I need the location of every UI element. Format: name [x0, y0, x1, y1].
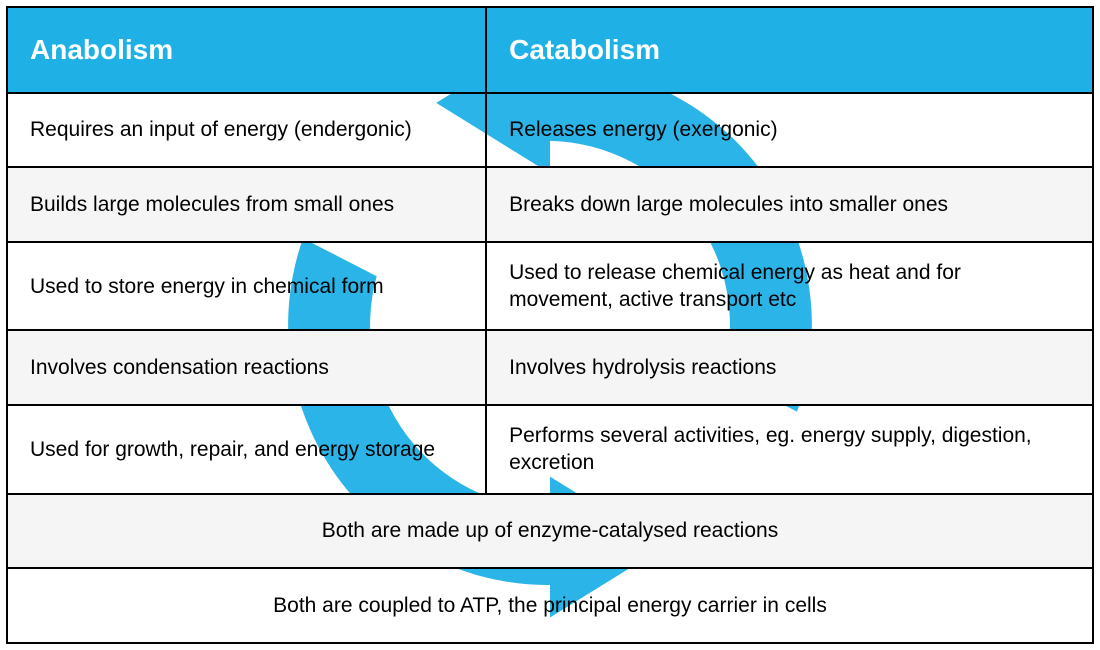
- table-row: Requires an input of energy (endergonic)…: [8, 94, 1092, 169]
- cell-text: Breaks down large molecules into smaller…: [509, 191, 948, 218]
- table-row: Used for growth, repair, and energy stor…: [8, 406, 1092, 495]
- cell-text: Releases energy (exergonic): [509, 116, 777, 143]
- cell-text: Both are coupled to ATP, the principal e…: [273, 592, 827, 619]
- cell-text: Requires an input of energy (endergonic): [30, 116, 412, 143]
- cell-anabolism: Builds large molecules from small ones: [8, 168, 487, 241]
- cell-text: Involves hydrolysis reactions: [509, 354, 776, 381]
- header-anabolism: Anabolism: [8, 8, 487, 92]
- cell-text: Performs several activities, eg. energy …: [509, 422, 1070, 477]
- cell-text: Builds large molecules from small ones: [30, 191, 394, 218]
- table-header-row: Anabolism Catabolism: [8, 8, 1092, 94]
- cell-text: Used to store energy in chemical form: [30, 273, 384, 300]
- table-row-merged: Both are made up of enzyme-catalysed rea…: [8, 495, 1092, 570]
- cell-text: Involves condensation reactions: [30, 354, 329, 381]
- table-row-merged: Both are coupled to ATP, the principal e…: [8, 569, 1092, 642]
- cell-anabolism: Requires an input of energy (endergonic): [8, 94, 487, 167]
- table-row: Involves condensation reactions Involves…: [8, 331, 1092, 406]
- cell-catabolism: Used to release chemical energy as heat …: [487, 243, 1092, 330]
- cell-text: Used to release chemical energy as heat …: [509, 259, 1070, 314]
- cell-catabolism: Releases energy (exergonic): [487, 94, 1092, 167]
- cell-catabolism: Breaks down large molecules into smaller…: [487, 168, 1092, 241]
- header-label: Catabolism: [509, 32, 660, 68]
- table-row: Used to store energy in chemical form Us…: [8, 243, 1092, 332]
- cell-anabolism: Used for growth, repair, and energy stor…: [8, 406, 487, 493]
- header-label: Anabolism: [30, 32, 173, 68]
- cell-text: Both are made up of enzyme-catalysed rea…: [322, 517, 778, 544]
- table-row: Builds large molecules from small ones B…: [8, 168, 1092, 243]
- comparison-table: Anabolism Catabolism Requires an input o…: [6, 6, 1094, 644]
- cell-anabolism: Involves condensation reactions: [8, 331, 487, 404]
- header-catabolism: Catabolism: [487, 8, 1092, 92]
- cell-merged: Both are coupled to ATP, the principal e…: [8, 569, 1092, 642]
- cell-text: Used for growth, repair, and energy stor…: [30, 436, 435, 463]
- cell-anabolism: Used to store energy in chemical form: [8, 243, 487, 330]
- cell-catabolism: Involves hydrolysis reactions: [487, 331, 1092, 404]
- cell-catabolism: Performs several activities, eg. energy …: [487, 406, 1092, 493]
- cell-merged: Both are made up of enzyme-catalysed rea…: [8, 495, 1092, 568]
